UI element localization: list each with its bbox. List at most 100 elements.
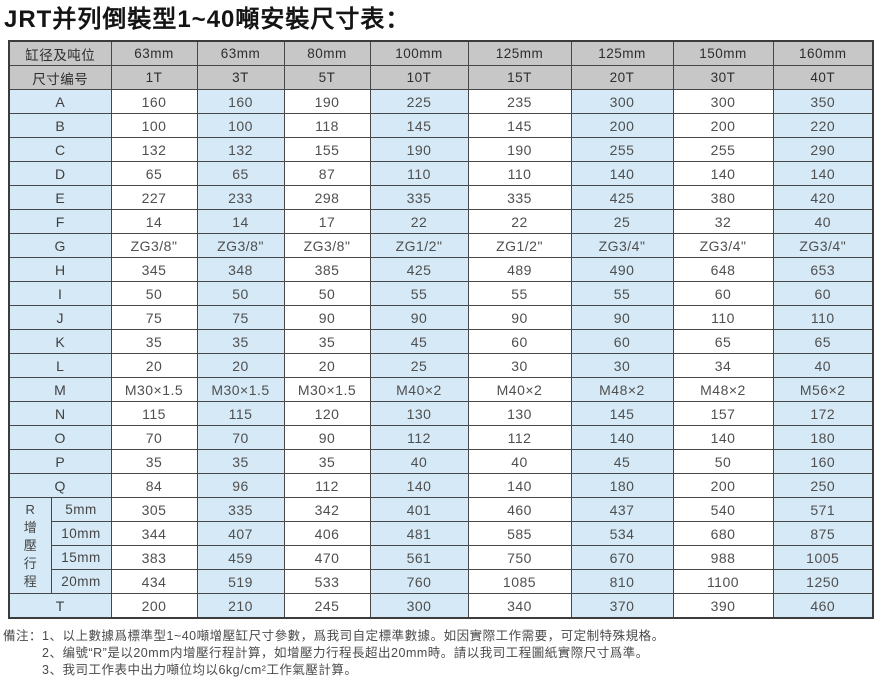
value-cell: 60: [772, 281, 874, 306]
table-row: 15mm 383 459 470 561 750 670 988 1005: [9, 545, 874, 570]
value-cell: 571: [772, 497, 874, 522]
value-cell: 75: [110, 305, 198, 330]
value-cell: 519: [196, 569, 285, 594]
r-section-label-cell: R增壓行程: [8, 497, 52, 594]
value-cell: 1250: [772, 569, 874, 594]
table-row: C 132 132 155 190 190 255 255 290: [8, 137, 874, 162]
value-cell: ZG1/2": [467, 233, 572, 258]
header-cell: 125mm: [467, 40, 572, 66]
value-cell: 157: [672, 401, 774, 426]
value-cell: 490: [570, 257, 674, 282]
row-label-cell: B: [8, 113, 112, 138]
value-cell: 40: [772, 353, 874, 378]
value-cell: 255: [570, 137, 674, 162]
page-title: JRT并列倒裝型1~40噸安裝尺寸表：: [4, 6, 411, 33]
value-cell: 1100: [672, 569, 774, 594]
value-cell: 120: [283, 401, 371, 426]
value-cell: 460: [772, 593, 874, 619]
value-cell: 145: [369, 113, 469, 138]
value-cell: 30: [467, 353, 572, 378]
value-cell: 875: [772, 521, 874, 546]
value-cell: 115: [110, 401, 198, 426]
value-cell: 50: [196, 281, 285, 306]
row-label-cell: F: [8, 209, 112, 234]
value-cell: M40×2: [369, 377, 469, 402]
header-label-cell: 尺寸编号: [8, 65, 112, 90]
value-cell: 220: [772, 113, 874, 138]
value-cell: 760: [369, 569, 469, 594]
value-cell: 20: [283, 353, 371, 378]
value-cell: 100: [196, 113, 285, 138]
table-row: A 160 160 190 225 235 300 300 350: [8, 89, 874, 114]
value-cell: 342: [283, 497, 371, 522]
row-label-cell: H: [8, 257, 112, 282]
row-label-cell: P: [8, 449, 112, 474]
row-label-cell: Q: [8, 473, 112, 498]
value-cell: 145: [467, 113, 572, 138]
value-cell: 110: [369, 161, 469, 186]
value-cell: 140: [467, 473, 572, 498]
value-cell: 1005: [772, 545, 874, 570]
table-row: M M30×1.5 M30×1.5 M30×1.5 M40×2 M40×2 M48×2 M48…: [8, 377, 874, 402]
notes-items: 1、以上數據爲標準型1~40噸增壓缸尺寸參數，爲我司自定標準數據。如因實際工作需…: [42, 628, 665, 679]
value-cell: 470: [283, 545, 371, 570]
value-cell: 233: [196, 185, 285, 210]
value-cell: 481: [369, 521, 469, 546]
value-cell: 1085: [467, 569, 572, 594]
value-cell: 65: [772, 329, 874, 354]
header-cell: 5T: [283, 65, 371, 90]
table-row: 20mm 434 519 533 760 1085 810 1100 1250: [9, 569, 874, 594]
value-cell: 45: [369, 329, 469, 354]
value-cell: M30×1.5: [110, 377, 198, 402]
value-cell: M30×1.5: [196, 377, 285, 402]
value-cell: M40×2: [467, 377, 572, 402]
value-cell: ZG3/8": [110, 233, 198, 258]
value-cell: 96: [196, 473, 285, 498]
table-row: 10mm 344 407 406 481 585 534 680 875: [9, 521, 874, 546]
table-row: N 115 115 120 130 130 145 157 172: [8, 401, 874, 426]
notes-label: 備注：: [3, 629, 43, 643]
value-cell: 90: [283, 305, 371, 330]
value-cell: 35: [283, 449, 371, 474]
value-cell: 350: [772, 89, 874, 114]
value-cell: 255: [672, 137, 774, 162]
value-cell: 35: [196, 329, 285, 354]
header-cell: 40T: [772, 65, 874, 90]
value-cell: 160: [196, 89, 285, 114]
row-label-cell: T: [8, 593, 112, 619]
row-label-cell: C: [8, 137, 112, 162]
value-cell: 87: [283, 161, 371, 186]
value-cell: 348: [196, 257, 285, 282]
value-cell: ZG3/4": [772, 233, 874, 258]
value-cell: 290: [772, 137, 874, 162]
value-cell: 300: [369, 593, 469, 619]
value-cell: 561: [369, 545, 469, 570]
value-cell: 585: [467, 521, 572, 546]
value-cell: 459: [196, 545, 285, 570]
header-row: 缸径及吨位 63mm 63mm 80mm 100mm 125mm 125mm 150mm 160…: [8, 40, 874, 66]
value-cell: ZG1/2": [369, 233, 469, 258]
value-cell: 385: [283, 257, 371, 282]
value-cell: ZG3/8": [283, 233, 371, 258]
note-item: 3、我司工作表中出力噸位均以6kg/cm²工作氣壓計算。: [42, 663, 358, 677]
value-cell: 227: [110, 185, 198, 210]
value-cell: 648: [672, 257, 774, 282]
value-cell: 335: [467, 185, 572, 210]
row-label-cell: K: [8, 329, 112, 354]
value-cell: 406: [283, 521, 371, 546]
r-sub-label-cell: 15mm: [50, 545, 112, 570]
header-cell: 125mm: [570, 40, 674, 66]
value-cell: 20: [110, 353, 198, 378]
value-cell: 112: [467, 425, 572, 450]
row-label-cell: D: [8, 161, 112, 186]
value-cell: ZG3/4": [672, 233, 774, 258]
row-label-cell: G: [8, 233, 112, 258]
header-row: 尺寸编号 1T 3T 5T 10T 15T 20T 30T 40T: [8, 65, 874, 90]
r-sub-label-cell: 10mm: [50, 521, 112, 546]
value-cell: 200: [672, 113, 774, 138]
header-cell: 30T: [672, 65, 774, 90]
value-cell: 140: [672, 425, 774, 450]
value-cell: 40: [369, 449, 469, 474]
value-cell: 245: [283, 593, 371, 619]
value-cell: 340: [467, 593, 572, 619]
